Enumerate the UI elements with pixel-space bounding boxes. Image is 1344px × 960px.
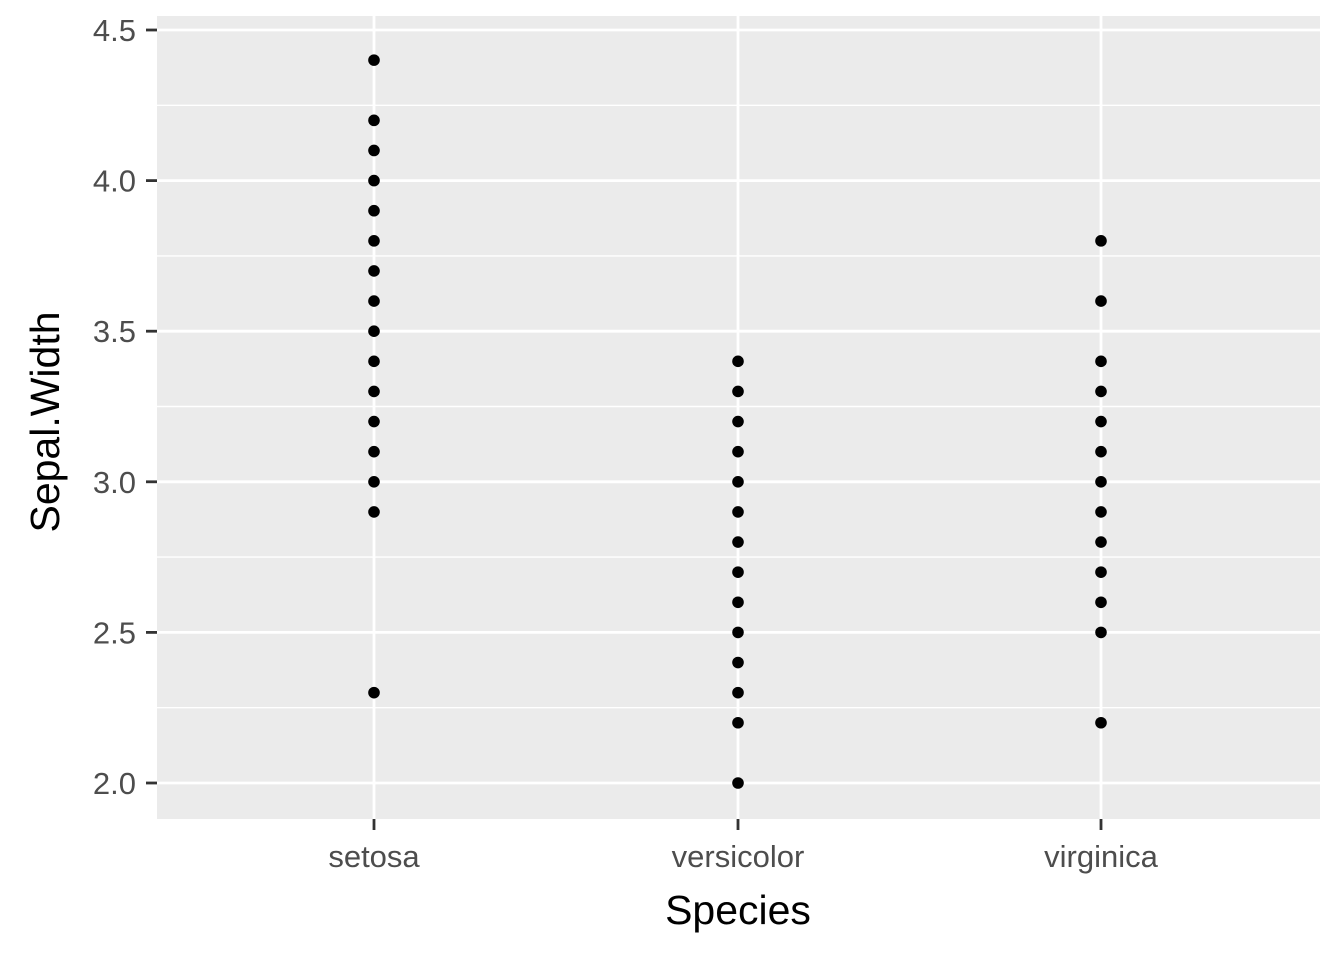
data-point [368, 355, 380, 368]
data-point [732, 536, 744, 548]
data-point [732, 566, 744, 578]
data-point [732, 596, 744, 609]
data-point [1095, 355, 1107, 368]
data-point [1095, 235, 1107, 247]
data-points [368, 54, 1107, 789]
x-tick-label: versicolor [672, 839, 805, 874]
data-point [1095, 476, 1107, 488]
y-tick-label: 2.5 [93, 615, 136, 650]
data-point [368, 445, 380, 458]
data-point [368, 174, 380, 187]
data-point [1095, 566, 1107, 578]
y-tick-label: 3.0 [93, 465, 136, 500]
data-point [368, 325, 380, 338]
data-point [1095, 415, 1107, 428]
data-point [732, 716, 744, 729]
data-point [732, 385, 744, 398]
data-point [732, 777, 744, 789]
data-point [1095, 445, 1107, 458]
data-point [368, 54, 380, 66]
data-point [1095, 536, 1107, 548]
data-point [732, 506, 744, 518]
data-point [732, 415, 744, 428]
data-point [368, 686, 380, 699]
y-axis-title: Sepal.Width [22, 311, 68, 532]
data-point [368, 506, 380, 518]
data-point [1095, 716, 1107, 729]
x-axis-title: Species [665, 887, 811, 933]
data-point [1095, 626, 1107, 639]
data-point [368, 385, 380, 398]
x-tick-label: setosa [328, 839, 420, 874]
y-axis: 2.0 2.5 3.0 3.5 4.0 4.5 [93, 13, 157, 801]
y-tick-label: 2.0 [93, 766, 136, 801]
data-point [1095, 385, 1107, 398]
data-point [732, 445, 744, 458]
data-point [368, 265, 380, 277]
data-point [1095, 295, 1107, 307]
data-point [732, 626, 744, 639]
data-point [732, 355, 744, 368]
data-point [1095, 506, 1107, 518]
x-tick-label: virginica [1044, 839, 1158, 874]
data-point [368, 114, 380, 127]
data-point [732, 656, 744, 669]
data-point [1095, 596, 1107, 609]
data-point [732, 476, 744, 488]
data-point [732, 686, 744, 699]
data-point [368, 415, 380, 428]
data-point [368, 204, 380, 217]
y-tick-label: 4.0 [93, 164, 136, 199]
y-tick-label: 4.5 [93, 13, 136, 48]
data-point [368, 295, 380, 307]
x-axis: setosa versicolor virginica [328, 819, 1159, 874]
data-point [368, 144, 380, 157]
y-tick-label: 3.5 [93, 314, 136, 349]
data-point [368, 476, 380, 488]
data-point [368, 235, 380, 247]
